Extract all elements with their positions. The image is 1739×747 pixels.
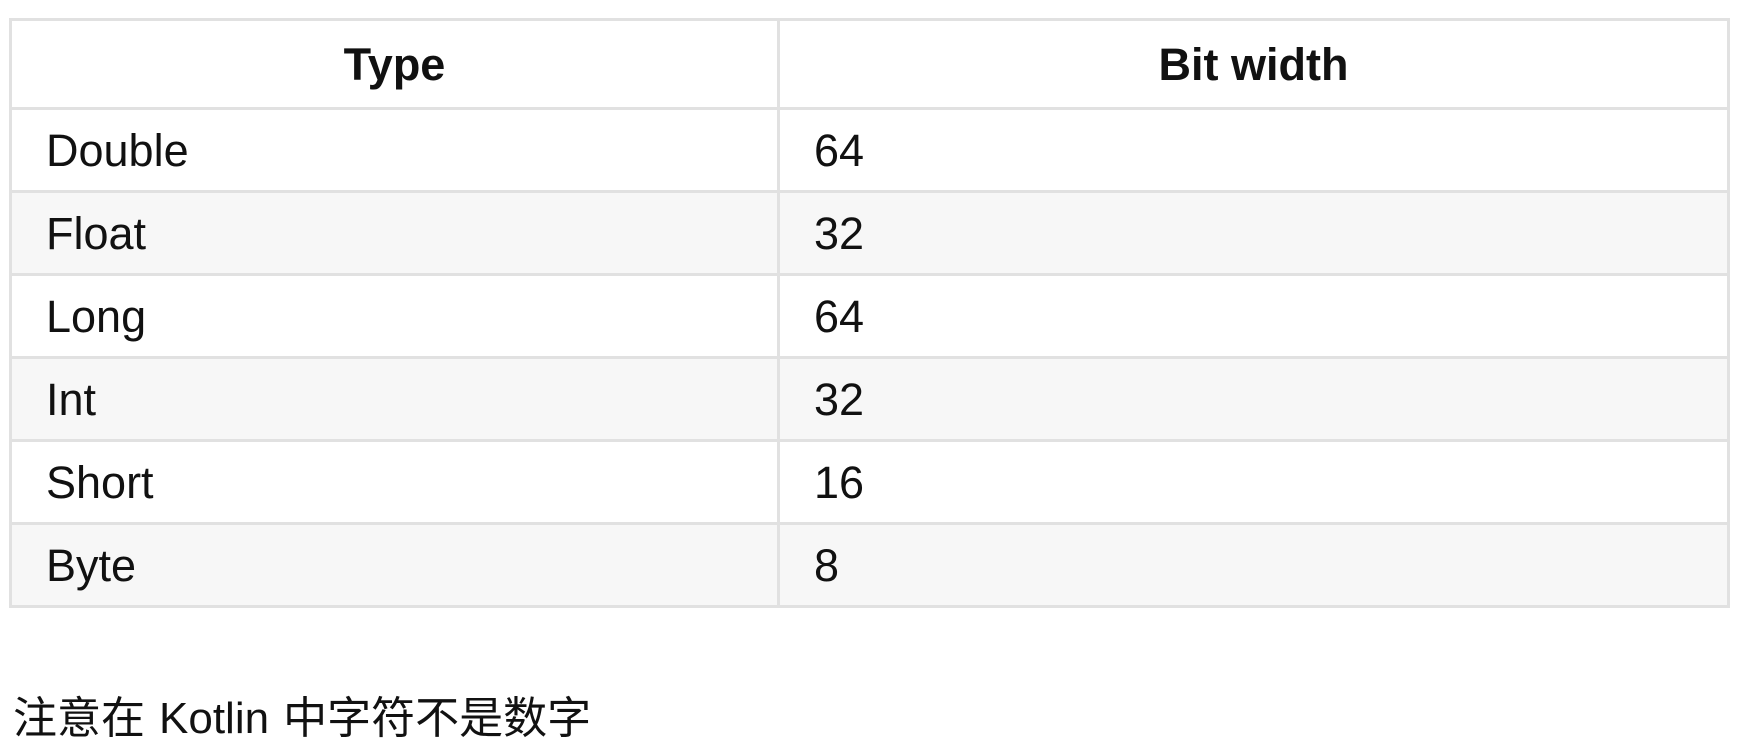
bit-width-table: Type Bit width Double 64 Float 32 Long 6… [9, 18, 1730, 608]
table-row: Byte 8 [9, 522, 1730, 608]
cell-type: Int [9, 356, 780, 442]
table-header: Type Bit width [9, 18, 1730, 110]
cell-bit-width: 32 [777, 356, 1730, 442]
header-bit-width: Bit width [777, 18, 1730, 110]
table-body: Double 64 Float 32 Long 64 Int 32 Short … [9, 107, 1730, 608]
table-row: Long 64 [9, 273, 1730, 359]
cell-bit-width: 32 [777, 190, 1730, 276]
kotlin-char-note: 注意在 Kotlin 中字符不是数字 [13, 693, 591, 745]
table-header-row: Type Bit width [9, 18, 1730, 110]
note-suffix: 中字符不是数字 [269, 693, 592, 744]
table-row: Int 32 [9, 356, 1730, 442]
cell-bit-width: 64 [777, 273, 1730, 359]
note-keyword: Kotlin [159, 694, 270, 743]
cell-bit-width: 64 [777, 107, 1730, 193]
table-row: Double 64 [9, 107, 1730, 193]
table-row: Short 16 [9, 439, 1730, 525]
cell-bit-width: 8 [777, 522, 1730, 608]
table-row: Float 32 [9, 190, 1730, 276]
cell-type: Byte [9, 522, 780, 608]
cell-type: Double [9, 107, 780, 193]
cell-bit-width: 16 [777, 439, 1730, 525]
note-prefix: 注意在 [13, 693, 159, 744]
header-type: Type [9, 18, 780, 110]
cell-type: Short [9, 439, 780, 525]
cell-type: Float [9, 190, 780, 276]
cell-type: Long [9, 273, 780, 359]
